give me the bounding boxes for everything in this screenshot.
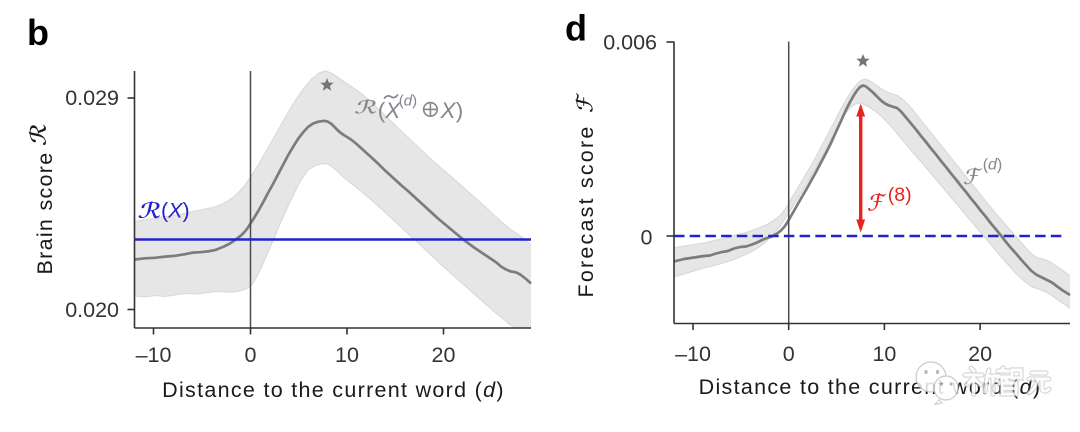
svg-text:(8): (8) (888, 184, 912, 206)
svg-text:–10: –10 (136, 343, 172, 367)
svg-text:20: 20 (968, 342, 992, 366)
svg-text:(X): (X) (161, 199, 190, 223)
svg-text:Brain score: Brain score (33, 151, 57, 274)
svg-text:X: X (440, 98, 457, 123)
svg-text:–10: –10 (675, 342, 711, 366)
svg-text:d: d (565, 8, 587, 49)
svg-text:(d): (d) (983, 157, 1003, 174)
svg-text:b: b (27, 12, 49, 53)
svg-text:20: 20 (432, 343, 456, 367)
svg-text:0: 0 (245, 343, 257, 367)
svg-text:10: 10 (335, 343, 359, 367)
svg-text:Forecast score: Forecast score (574, 125, 598, 298)
svg-text:0: 0 (783, 342, 795, 366)
svg-text:Distance to the current word (: Distance to the current word (d) (162, 378, 505, 402)
svg-text:Distance to the current word (: Distance to the current word (d) (699, 375, 1042, 399)
svg-text:10: 10 (872, 342, 896, 366)
svg-text:0.006: 0.006 (603, 30, 657, 54)
svg-text:): ) (456, 98, 464, 123)
svg-text:0.029: 0.029 (65, 86, 119, 110)
svg-text:0.020: 0.020 (65, 298, 119, 322)
svg-text:(d): (d) (399, 93, 417, 110)
svg-text:0: 0 (641, 226, 653, 250)
svg-text:(X: (X (378, 98, 402, 123)
